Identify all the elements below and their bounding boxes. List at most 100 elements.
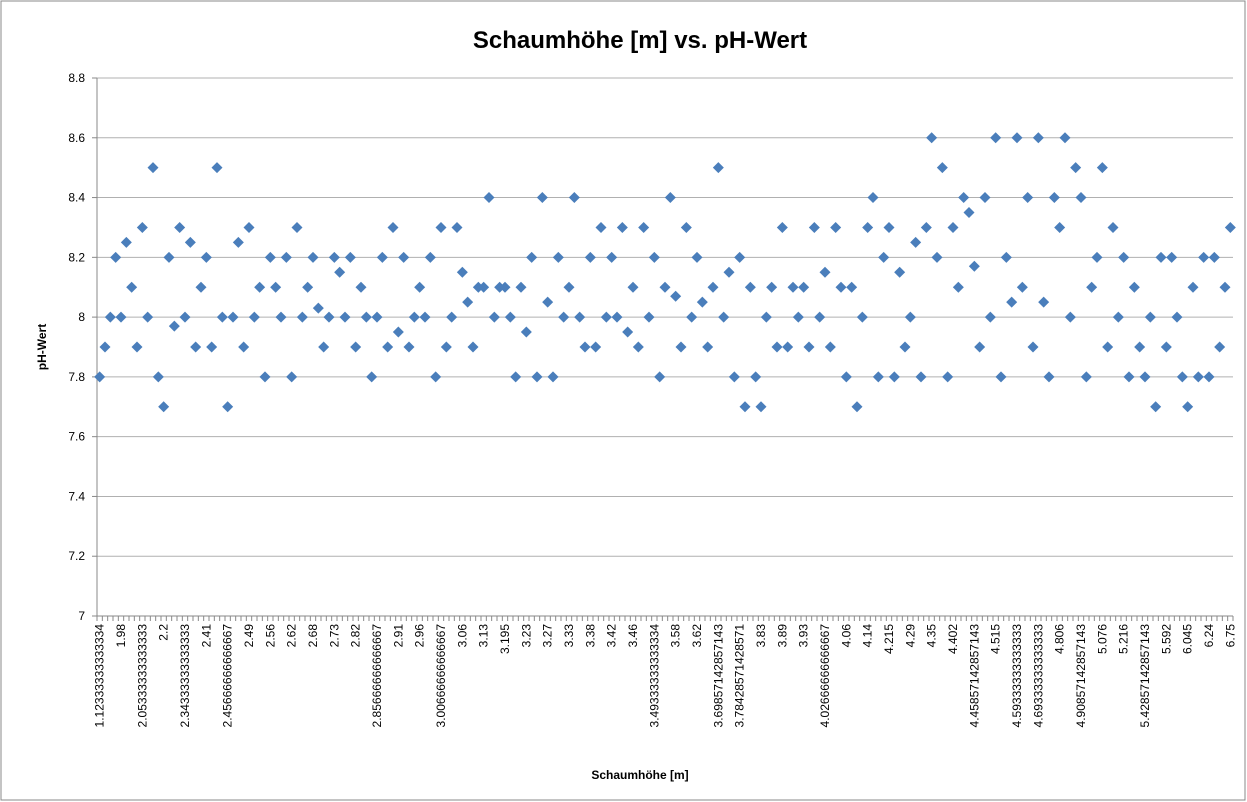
marker [1080,371,1092,383]
marker [568,192,580,204]
x-tick-label: 3.33 [562,624,576,648]
marker [259,371,271,383]
x-tick-label: 3.78428571428571 [733,624,747,728]
marker [712,162,724,174]
marker [1112,311,1124,323]
x-tick-label: 6.75 [1223,624,1237,648]
marker [238,341,250,353]
marker [686,311,698,323]
x-tick-label: 6.045 [1181,624,1195,654]
marker [1059,132,1071,144]
marker [435,221,447,233]
marker [702,341,714,353]
marker [456,266,468,278]
marker [878,251,890,263]
marker [99,341,111,353]
y-axis-title: pH-Wert [35,324,49,370]
marker [1219,281,1231,293]
marker [1064,311,1076,323]
marker [206,341,218,353]
marker [94,371,106,383]
marker [803,341,815,353]
marker [152,371,164,383]
x-tick-label: 3.27 [541,624,555,648]
x-tick-label: 4.515 [989,624,1003,654]
marker [264,251,276,263]
y-tick-label: 7.2 [68,549,85,563]
marker [387,221,399,233]
marker [1032,132,1044,144]
marker [334,266,346,278]
x-tick-label: 2.96 [413,624,427,648]
marker [344,251,356,263]
marker [584,251,596,263]
marker [190,341,202,353]
marker [723,266,735,278]
marker [536,192,548,204]
marker [1011,132,1023,144]
marker [510,371,522,383]
x-tick-label: 3.62 [690,624,704,648]
marker [1054,221,1066,233]
marker [963,207,975,218]
marker [318,341,330,353]
marker [1091,251,1103,263]
marker [888,371,900,383]
marker [728,371,740,383]
x-tick-label: 4.45857142857143 [967,624,981,728]
marker [654,371,666,383]
marker [302,281,314,293]
x-tick-label: 2.45666666666667 [221,624,235,728]
marker [995,371,1007,383]
marker [611,311,623,323]
marker [1198,251,1210,263]
marker [931,251,943,263]
marker [446,311,458,323]
x-tick-label: 3.58 [669,624,683,648]
x-tick-label: 2.56 [263,624,277,648]
marker [920,221,932,233]
marker [632,341,644,353]
marker [1070,162,1082,174]
x-tick-label: 4.402 [946,624,960,654]
marker [451,221,463,233]
marker [392,326,404,338]
marker [846,281,858,293]
x-tick-label: 3.195 [498,624,512,654]
marker [142,311,154,323]
marker [1016,281,1028,293]
marker [787,281,799,293]
marker [558,311,570,323]
marker [1027,341,1039,353]
x-tick-label: 3.00666666666667 [434,624,448,728]
y-tick-label: 7 [78,609,85,623]
marker [200,251,212,263]
y-tick-label: 8 [78,310,85,324]
marker [515,281,527,293]
marker [968,260,980,272]
marker [158,401,170,413]
y-tick-label: 8.4 [68,191,85,205]
marker [1144,311,1156,323]
marker [1187,281,1199,293]
x-tick-label: 5.42857142857143 [1138,624,1152,728]
marker [478,281,490,293]
marker [819,266,831,278]
x-tick-label: 4.806 [1053,624,1067,654]
marker [1150,401,1162,413]
chart-title: Schaumhöhe [m] vs. pH-Wert [473,27,807,54]
x-tick-label: 4.35 [925,624,939,648]
marker [371,311,383,323]
marker [782,341,794,353]
marker [195,281,207,293]
marker [750,371,762,383]
marker [670,290,682,302]
marker [440,341,452,353]
marker [1006,296,1018,308]
marker [291,221,303,233]
marker [227,311,239,323]
marker [627,281,639,293]
marker [979,192,991,204]
marker [606,251,618,263]
marker [520,326,532,338]
